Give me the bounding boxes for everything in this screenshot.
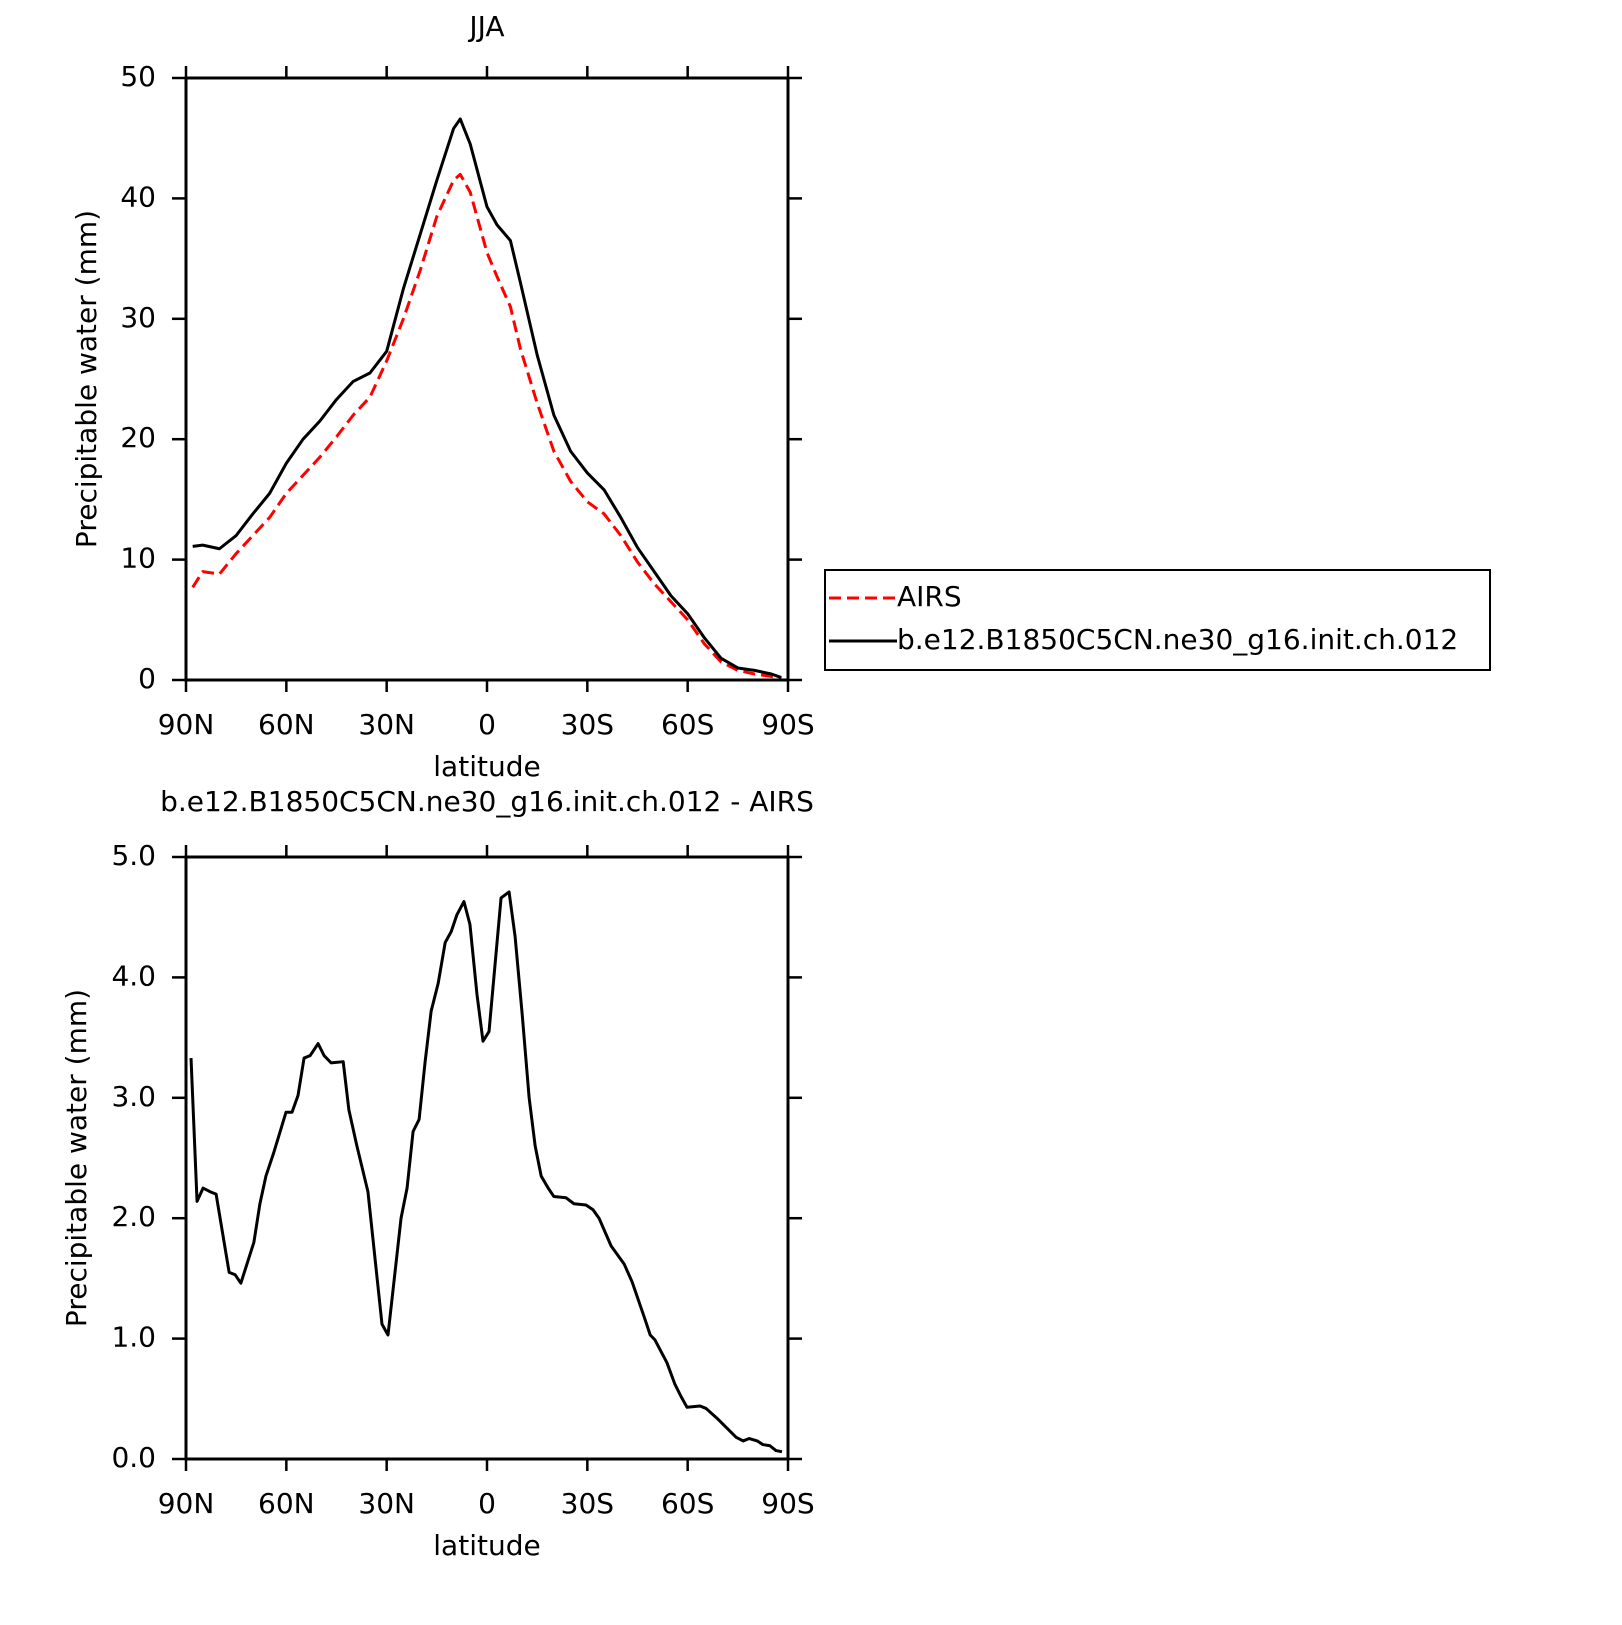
y-tick-label: 3.0 (111, 1080, 156, 1113)
x-tick-label: 90N (158, 1487, 215, 1520)
x-tick-label: 90N (158, 708, 215, 741)
y-axis-label: Precipitable water (mm) (70, 210, 103, 548)
y-tick-label: 5.0 (111, 839, 156, 872)
y-tick-label: 30 (120, 301, 156, 334)
y-tick-label: 4.0 (111, 959, 156, 992)
x-tick-label: 30S (561, 708, 614, 741)
data-line (192, 117, 782, 680)
y-tick-label: 10 (120, 542, 156, 575)
x-tick-label: 60S (661, 1487, 714, 1520)
y-tick-label: 50 (120, 60, 156, 93)
x-axis-label: latitude (433, 750, 540, 783)
y-tick-label: 20 (120, 421, 156, 454)
x-tick-label: 60N (258, 1487, 315, 1520)
x-tick-label: 90S (761, 1487, 814, 1520)
plot-frame (184, 855, 790, 1461)
x-axis-label: latitude (433, 1529, 540, 1562)
x-tick-label: 30S (561, 1487, 614, 1520)
data-line (191, 172, 782, 681)
x-tick-label: 30N (358, 708, 415, 741)
y-axis-label: Precipitable water (mm) (60, 989, 93, 1327)
plot-frame (184, 76, 790, 682)
x-tick-label: 90S (761, 708, 814, 741)
y-tick-label: 2.0 (111, 1200, 156, 1233)
y-tick-label: 0 (138, 662, 156, 695)
chart-title: b.e12.B1850C5CN.ne30_g16.init.ch.012 - A… (160, 785, 814, 818)
y-tick-label: 1.0 (111, 1321, 156, 1354)
y-tick-label: 40 (120, 180, 156, 213)
x-tick-label: 0 (478, 708, 496, 741)
x-tick-label: 30N (358, 1487, 415, 1520)
y-tick-label: 0.0 (111, 1441, 156, 1474)
legend-label: AIRS (897, 580, 962, 613)
x-tick-label: 60N (258, 708, 315, 741)
legend-box (824, 569, 1491, 671)
x-tick-label: 0 (478, 1487, 496, 1520)
chart-title: JJA (467, 10, 504, 43)
data-line (189, 890, 783, 1454)
x-tick-label: 60S (661, 708, 714, 741)
legend-label: b.e12.B1850C5CN.ne30_g16.init.ch.012 (897, 623, 1458, 656)
